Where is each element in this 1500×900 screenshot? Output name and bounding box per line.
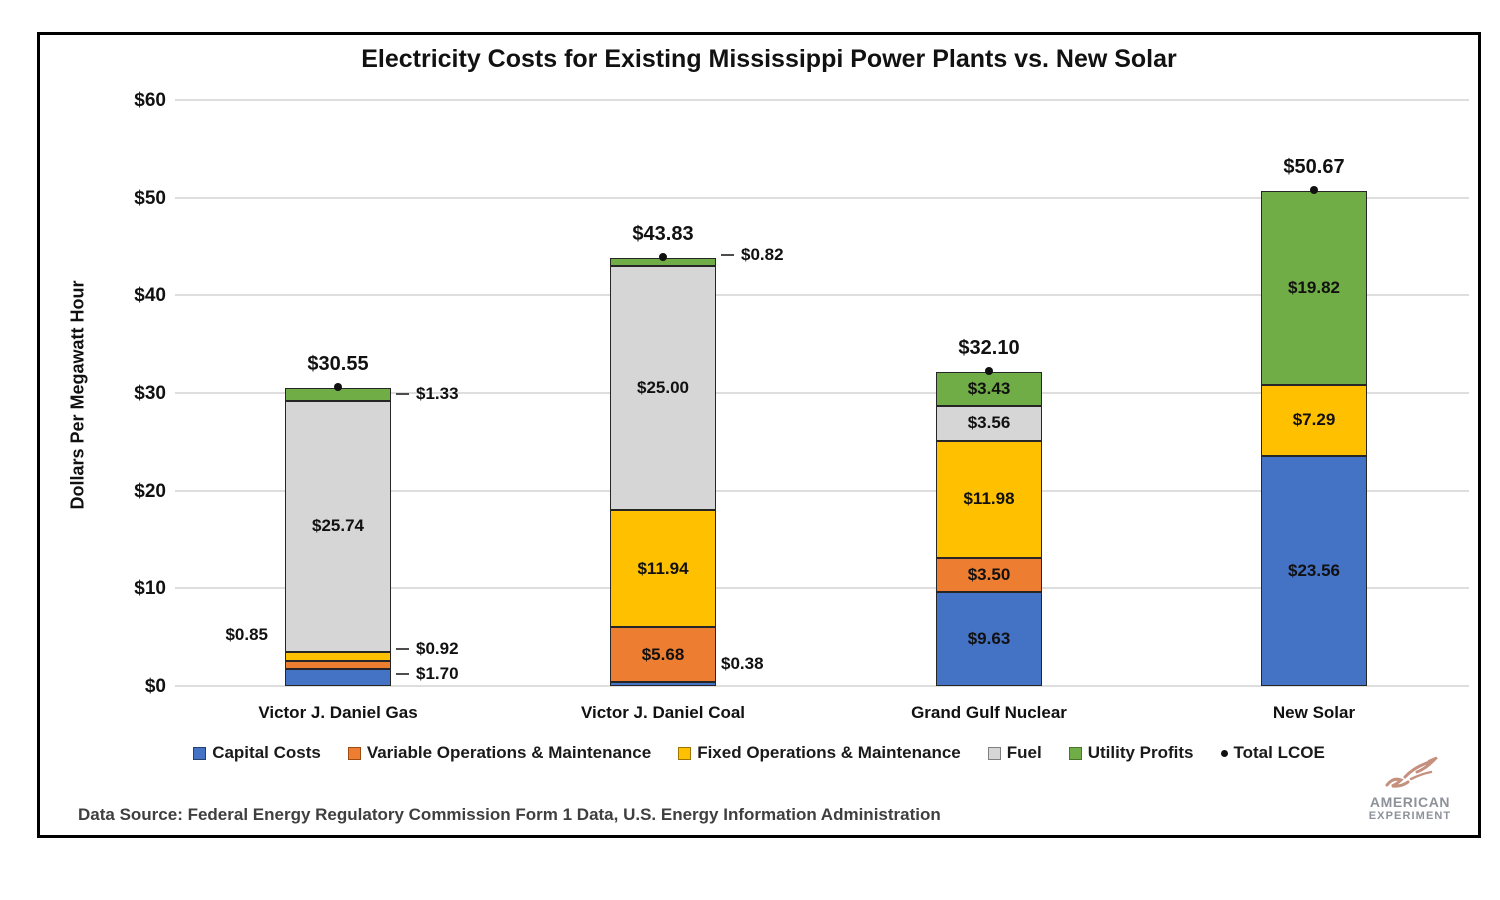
segment-callout-label: $0.38: [721, 654, 764, 674]
segment-value-label: $9.63: [967, 628, 1011, 648]
bar-segment: [285, 652, 391, 662]
y-tick-label: $50: [134, 187, 166, 209]
total-lcoe-label: $30.55: [307, 352, 369, 375]
legend-square-marker: [347, 746, 361, 760]
legend-square-marker: [987, 746, 1001, 760]
legend-label: Variable Operations & Maintenance: [366, 743, 652, 762]
gridline-40: [175, 294, 1469, 297]
bar-segment: [610, 510, 716, 627]
legend-item: Variable Operations & Maintenance: [347, 743, 652, 763]
category-label: Grand Gulf Nuclear: [911, 703, 1067, 722]
legend-item: Capital Costs: [193, 743, 321, 763]
segment-callout-label: $0.85: [225, 625, 268, 645]
legend-square-marker: [193, 746, 207, 760]
segment-value-label: $11.94: [637, 558, 689, 578]
bar-segment: [936, 405, 1042, 441]
bar-segment: [610, 682, 716, 686]
segment-value-label: $5.68: [641, 644, 685, 664]
segment-callout-label: $0.82: [721, 245, 784, 265]
segment-callout-label: $1.70: [396, 664, 459, 684]
leader-line: [396, 647, 409, 650]
bird-icon: [1385, 756, 1439, 788]
segment-value-label: $11.98: [963, 489, 1015, 509]
bar-segment: [610, 266, 716, 511]
data-source-note: Data Source: Federal Energy Regulatory C…: [78, 805, 941, 824]
bar-segment: [610, 626, 716, 683]
callout-text: $1.33: [416, 384, 459, 404]
y-axis-title: Dollars Per Megawatt Hour: [67, 280, 88, 510]
total-lcoe-dot: [985, 367, 993, 376]
chart-title: Electricity Costs for Existing Mississip…: [361, 45, 1177, 73]
category-label: Victor J. Daniel Coal: [580, 703, 746, 722]
leader-line: [396, 672, 409, 675]
callout-text: $0.85: [225, 625, 268, 645]
segment-value-label: $19.82: [1288, 277, 1340, 297]
gridline-10: [175, 587, 1469, 590]
american-experiment-logo: AMERICAN EXPERIMENT: [1350, 753, 1470, 823]
legend-label: Capital Costs: [212, 743, 321, 762]
legend-square-marker: [1068, 746, 1082, 760]
bar-segment: [1261, 455, 1367, 686]
legend-item: Fuel: [987, 743, 1042, 763]
gridline-0: [175, 685, 1469, 687]
bar-segment: [1261, 191, 1367, 385]
total-lcoe-dot: [1310, 186, 1318, 195]
y-tick-label: $60: [134, 90, 166, 111]
total-lcoe-dot: [334, 382, 342, 391]
y-tick-label: $20: [134, 480, 166, 502]
segment-value-label: $25.00: [637, 378, 689, 398]
legend-item: Fixed Operations & Maintenance: [678, 743, 961, 763]
bar-segment: [936, 557, 1042, 592]
gridline-60: [175, 99, 1469, 101]
callout-text: $0.82: [741, 245, 784, 265]
callout-text: $0.92: [416, 638, 459, 658]
total-lcoe-dot: [659, 252, 667, 261]
y-tick-label: $40: [134, 285, 166, 307]
legend-item: Utility Profits: [1068, 743, 1194, 763]
y-tick-label: $10: [134, 578, 166, 600]
legend-square-marker: [678, 746, 692, 760]
legend-item: Total LCOE: [1220, 743, 1325, 763]
y-tick-label: $0: [144, 676, 166, 697]
category-label: Victor J. Daniel Gas: [258, 703, 418, 722]
legend-label: Fuel: [1006, 743, 1042, 762]
segment-value-label: $3.56: [967, 413, 1011, 433]
leader-line: [721, 254, 734, 257]
leader-line: [396, 393, 409, 396]
segment-callout-label: $1.33: [396, 384, 459, 404]
chart-frame: Electricity Costs for Existing Mississip…: [37, 32, 1481, 838]
logo-text-line2: EXPERIMENT: [1368, 810, 1452, 822]
legend: Capital Costs Variable Operations & Maint…: [80, 738, 1438, 768]
segment-value-label: $3.50: [967, 564, 1011, 584]
gridline-20: [175, 489, 1469, 492]
segment-value-label: $3.43: [967, 379, 1011, 399]
logo-text-line1: AMERICAN: [1369, 794, 1451, 810]
legend-label: Utility Profits: [1087, 743, 1194, 762]
segment-callout-label: $0.92: [396, 639, 459, 659]
gridline-50: [175, 196, 1469, 199]
bar-segment: [936, 591, 1042, 686]
bar-segment: [285, 669, 391, 686]
segment-value-label: $23.56: [1288, 560, 1340, 580]
gridline-30: [175, 392, 1469, 394]
total-lcoe-label: $43.83: [632, 222, 694, 245]
y-tick-label: $30: [134, 383, 166, 404]
category-label: New Solar: [1272, 703, 1356, 722]
callout-text: $1.70: [416, 663, 459, 683]
legend-dot-marker: [1220, 749, 1228, 757]
segment-value-label: $25.74: [312, 516, 364, 536]
bar-segment: [1261, 384, 1367, 456]
total-lcoe-label: $50.67: [1283, 156, 1345, 179]
bar-segment: [936, 440, 1042, 558]
bar-segment: [285, 661, 391, 670]
legend-label: Total LCOE: [1233, 743, 1325, 762]
segment-value-label: $7.29: [1292, 410, 1336, 430]
callout-text: $0.38: [721, 654, 764, 674]
total-lcoe-label: $32.10: [958, 337, 1020, 360]
bar-segment: [285, 400, 391, 653]
legend-label: Fixed Operations & Maintenance: [697, 743, 961, 762]
